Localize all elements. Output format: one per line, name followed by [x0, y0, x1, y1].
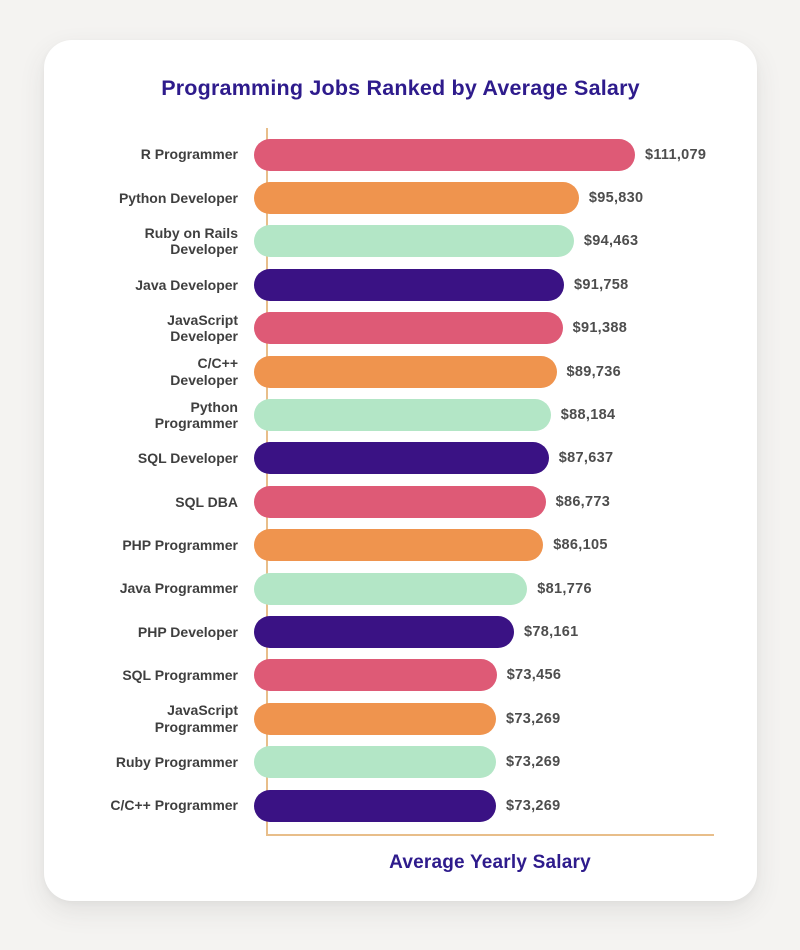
bar-track: $91,758 [254, 268, 757, 301]
value-label: $87,637 [558, 450, 614, 467]
category-label: JavaScript Developer [167, 311, 238, 345]
category-label: SQL Developer [137, 450, 238, 467]
bar-row: R Programmer $111,079 [44, 133, 757, 176]
bar [254, 355, 557, 388]
value-label: $95,830 [588, 190, 644, 207]
bar [254, 615, 514, 648]
bar [254, 485, 546, 518]
category-label: R Programmer [140, 146, 238, 163]
bar-row: JavaScript Programmer $73,269 [44, 697, 757, 740]
bar-row: SQL Developer $87,637 [44, 437, 757, 480]
category-label: Java Programmer [119, 580, 238, 597]
value-label: $73,269 [506, 754, 561, 771]
category-label: Python Programmer [154, 398, 238, 432]
bar-row: PHP Programmer $86,105 [44, 524, 757, 567]
bar-row: SQL Programmer $73,456 [44, 654, 757, 697]
bar-chart: R Programmer $111,079 Python Developer $… [44, 128, 757, 873]
value-label: $91,388 [572, 320, 628, 337]
value-label: $89,736 [566, 363, 622, 380]
category-label: C/C++ Developer [170, 355, 238, 388]
bar [254, 182, 579, 215]
bar-row: Java Developer $91,758 [44, 263, 757, 306]
value-label: $73,269 [506, 797, 561, 814]
x-axis-line [266, 834, 714, 837]
y-axis-line [266, 128, 268, 837]
bar-rows: R Programmer $111,079 Python Developer $… [44, 133, 757, 827]
bar [254, 442, 549, 475]
bar-track: $73,269 [254, 746, 757, 779]
bar-track: $91,388 [254, 312, 757, 345]
bar-row: Ruby Programmer $73,269 [44, 740, 757, 783]
category-label: SQL Programmer [122, 667, 238, 684]
bar-track: $86,105 [254, 529, 757, 562]
category-label: SQL DBA [175, 493, 238, 510]
bar [254, 572, 528, 605]
bar-track: $78,161 [254, 615, 757, 648]
value-label: $88,184 [560, 407, 616, 424]
bar-track: $73,269 [254, 702, 757, 735]
bar-track: $94,463 [254, 225, 757, 258]
value-label: $86,105 [553, 537, 608, 554]
bar-row: SQL DBA $86,773 [44, 480, 757, 523]
bar-row: C/C++ Programmer $73,269 [44, 784, 757, 827]
bar [254, 312, 563, 345]
value-label: $86,773 [555, 493, 611, 510]
bar [254, 789, 496, 822]
bar-track: $111,079 [254, 138, 757, 171]
bar-row: Ruby on Rails Developer $94,463 [44, 220, 757, 263]
bar-track: $89,736 [254, 355, 757, 388]
category-label: C/C++ Programmer [110, 797, 238, 814]
bar [254, 746, 496, 779]
value-label: $111,079 [645, 146, 707, 163]
bar-row: Java Programmer $81,776 [44, 567, 757, 610]
bar-row: Python Developer $95,830 [44, 176, 757, 219]
value-label: $81,776 [537, 580, 592, 597]
chart-card: Programming Jobs Ranked by Average Salar… [44, 40, 757, 901]
category-label: PHP Developer [137, 623, 238, 640]
value-label: $91,758 [574, 276, 629, 293]
category-label: Java Developer [135, 276, 238, 293]
category-label: PHP Programmer [122, 536, 238, 553]
bar-row: Python Programmer $88,184 [44, 393, 757, 436]
bar-track: $73,456 [254, 659, 757, 692]
value-label: $73,456 [506, 667, 562, 684]
category-label: Ruby Programmer [115, 753, 238, 770]
bar-row: C/C++ Developer $89,736 [44, 350, 757, 393]
chart-title: Programming Jobs Ranked by Average Salar… [161, 76, 640, 100]
bar-track: $88,184 [254, 399, 757, 432]
bar [254, 225, 574, 258]
bar-track: $73,269 [254, 789, 757, 822]
bar-track: $87,637 [254, 442, 757, 475]
bar [254, 659, 497, 692]
bar [254, 138, 635, 171]
x-axis-title: Average Yearly Salary [389, 852, 591, 874]
bar-row: JavaScript Developer $91,388 [44, 307, 757, 350]
category-label: Python Developer [118, 189, 238, 206]
bar-track: $86,773 [254, 485, 757, 518]
value-label: $73,269 [506, 710, 561, 727]
bar-track: $81,776 [254, 572, 757, 605]
bar-row: PHP Developer $78,161 [44, 610, 757, 653]
bar [254, 702, 496, 735]
bar [254, 268, 564, 301]
category-label: Ruby on Rails Developer [144, 224, 238, 258]
category-label: JavaScript Programmer [154, 702, 238, 735]
value-label: $94,463 [583, 233, 639, 250]
bar-track: $95,830 [254, 182, 757, 215]
bar [254, 529, 544, 562]
value-label: $78,161 [524, 623, 579, 640]
bar [254, 399, 551, 432]
